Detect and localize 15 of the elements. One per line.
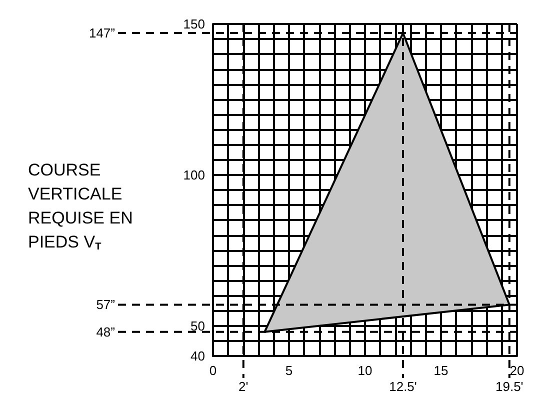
x-tick-label: 20 [510,363,524,378]
ref-line-label: 2' [238,379,248,394]
x-tick-label: 0 [209,363,217,378]
ref-line-label: 147” [88,26,115,41]
x-tick-label: 15 [434,363,448,378]
ref-line-label: 48” [96,324,115,340]
y-tick-label: 50 [190,318,205,334]
ref-line-label: 19.5' [496,379,524,394]
x-tick-label: 5 [285,363,293,378]
x-tick-label: 10 [358,363,372,378]
ref-line-label: 12.5' [389,379,417,394]
ref-line-label: 57” [96,297,115,312]
y-tick-label: 150 [183,16,205,32]
y-tick-label: 40 [190,348,205,364]
y-tick-label: 100 [183,167,205,182]
